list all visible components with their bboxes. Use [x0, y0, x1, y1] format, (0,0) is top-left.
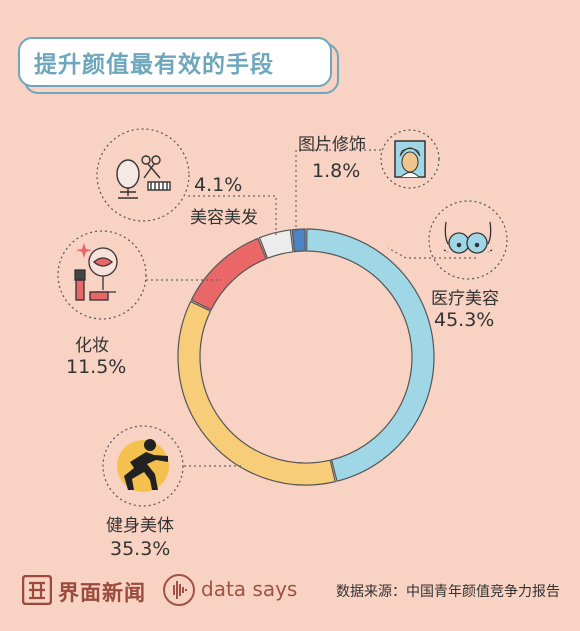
- squat-exercise-icon: [117, 439, 169, 492]
- footer: 界面新闻 data says 数据来源：中国青年颜值竞争力报告: [0, 565, 580, 615]
- value-fitness: 35.3%: [110, 538, 171, 560]
- value-hair: 4.1%: [194, 174, 243, 196]
- donut-slice-makeup: [190, 237, 267, 311]
- breast-icon: [443, 221, 493, 254]
- value-makeup: 11.5%: [66, 356, 127, 378]
- donut-slice-hair: [258, 229, 294, 259]
- medical-icon-circle: [428, 200, 508, 280]
- soundwave-logo-icon: [163, 574, 195, 606]
- fitness-icon-circle: [102, 425, 184, 507]
- label-hair: 美容美发: [190, 208, 258, 228]
- makeup-icon-circle: [57, 230, 147, 320]
- donut-slice-fitness: [177, 300, 336, 486]
- label-makeup: 化妆: [75, 336, 109, 356]
- data-source: 数据来源：中国青年颜值竞争力报告: [336, 584, 560, 600]
- brand-jiemian: 界面新闻: [58, 581, 146, 605]
- chart-title: 提升颜值最有效的手段: [34, 52, 274, 78]
- label-image-edit: 图片修饰: [298, 135, 366, 155]
- jiemian-logo-icon: [22, 575, 52, 605]
- label-medical: 医疗美容: [431, 289, 499, 309]
- label-fitness: 健身美体: [106, 516, 174, 536]
- leader-image-edit: [295, 149, 381, 232]
- lipstick-mirror-icon: [74, 243, 118, 301]
- brand-datasays: data says: [201, 577, 298, 601]
- woman-face-mask-icon: [394, 140, 426, 178]
- mirror-scissors-comb-icon: [116, 155, 171, 199]
- donut-slice-image-edit: [291, 228, 306, 253]
- image-edit-icon-circle: [380, 129, 440, 189]
- donut-slice-medical: [306, 228, 435, 482]
- value-image-edit: 1.8%: [312, 160, 361, 182]
- value-medical: 45.3%: [434, 309, 495, 331]
- hair-icon-circle: [96, 128, 190, 222]
- leader-medical: [387, 247, 476, 259]
- leader-lines: [146, 149, 476, 467]
